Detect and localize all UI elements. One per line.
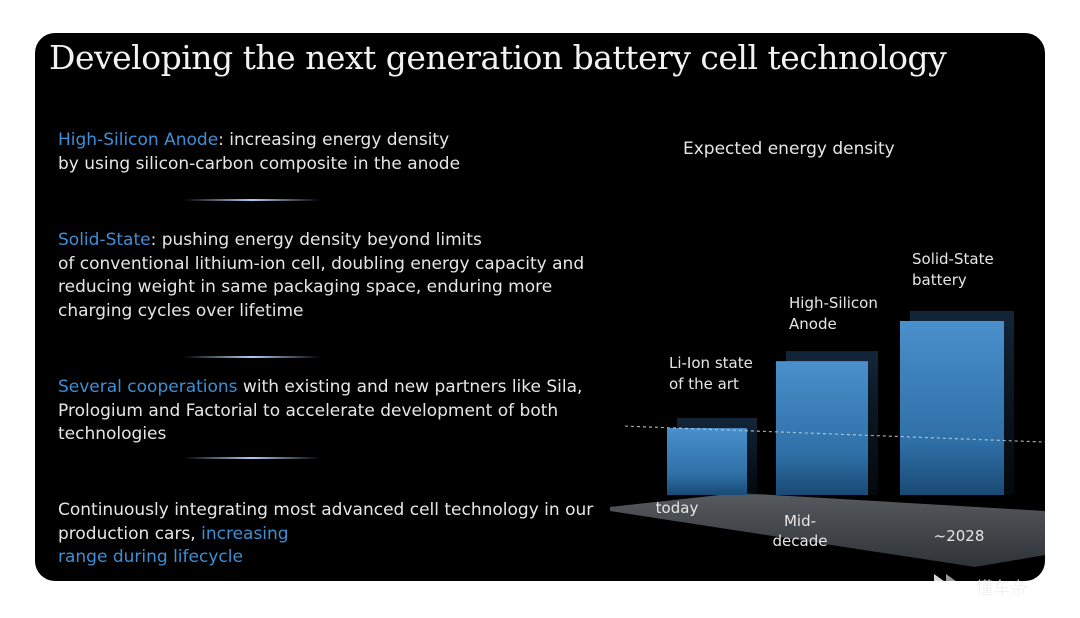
separator-line bbox=[183, 356, 321, 358]
bar-label: Li-Ion state of the art bbox=[669, 354, 753, 393]
point-cooperations: Several cooperations with existing and n… bbox=[58, 377, 583, 444]
slide-title: Developing the next generation battery c… bbox=[49, 38, 947, 77]
separator-line bbox=[183, 457, 321, 459]
point-high-silicon-anode: High-Silicon Anode: increasing energy de… bbox=[58, 130, 461, 174]
chart-title: Expected energy density bbox=[683, 139, 895, 159]
point-solid-state: Solid-State: pushing energy density beyo… bbox=[58, 230, 585, 321]
bar-label: Solid-State battery bbox=[912, 250, 994, 289]
bar bbox=[900, 321, 1004, 495]
point-integration: Continuously integrating most advanced c… bbox=[58, 500, 594, 567]
bar bbox=[667, 428, 747, 495]
category-label: Mid-decade bbox=[772, 512, 828, 550]
watermark-text: 懂车帝 bbox=[976, 579, 1027, 599]
chart-floor bbox=[610, 493, 1045, 567]
play-logo-icon bbox=[934, 574, 960, 594]
separator-line bbox=[183, 199, 321, 201]
energy-density-chart bbox=[610, 311, 1045, 567]
slide: Developing the next generation battery c… bbox=[35, 33, 1045, 581]
bar bbox=[776, 361, 868, 495]
category-label: ~2028 bbox=[933, 527, 985, 545]
category-label: today bbox=[655, 499, 699, 517]
reference-line bbox=[624, 425, 1045, 443]
bar-label: High-Silicon Anode bbox=[789, 294, 878, 333]
